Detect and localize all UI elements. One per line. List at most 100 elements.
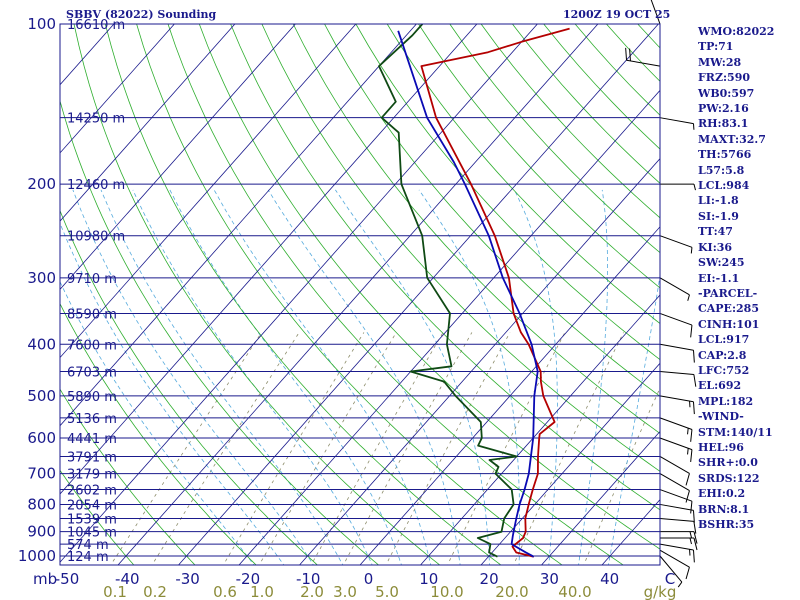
- index-row: SRDS:122: [698, 471, 760, 485]
- mixing-ratio-tick-label: 2.0: [300, 583, 324, 600]
- mixing-ratio-line: [513, 332, 624, 565]
- wind-barb-staff: [659, 371, 694, 375]
- wind-barb-staff: [659, 517, 694, 522]
- index-row: TT:47: [698, 225, 733, 239]
- dewpoint-trace: [378, 24, 518, 558]
- wind-barb-half-flag: [689, 531, 692, 538]
- wind-barb-flag: [690, 449, 693, 462]
- height-label: 3179 m: [67, 468, 117, 483]
- pressure-tick-label: 300: [27, 269, 56, 287]
- wind-barb-staff: [659, 549, 690, 568]
- temperature-tick-label: -30: [175, 570, 200, 588]
- wind-barb: [659, 312, 693, 338]
- moist-adiabat: [267, 189, 461, 565]
- wind-barb-flag: [685, 490, 690, 503]
- index-row: MPL:182: [698, 394, 754, 408]
- wind-barb: [659, 549, 690, 580]
- isotherm-line: [60, 24, 175, 154]
- temperature-tick-label: 40: [600, 570, 619, 588]
- height-label: 7600 m: [67, 338, 117, 353]
- mixing-ratio-tick-label: 5.0: [375, 583, 399, 600]
- wind-barb-staff: [659, 555, 683, 583]
- wind-barb: [659, 517, 697, 534]
- wind-barb-staff: [659, 437, 693, 451]
- moist-adiabat: [608, 273, 660, 565]
- temperature-tick-label: C: [665, 570, 675, 588]
- dry-adiabat: [60, 388, 196, 565]
- index-row: PW:2.16: [698, 102, 749, 116]
- wind-barb: [659, 456, 690, 486]
- moist-adiabats: [60, 189, 660, 565]
- index-row: -WIND-: [698, 410, 744, 424]
- isotherm-line: [60, 24, 538, 563]
- pressure-tick-label: 900: [27, 523, 56, 541]
- height-label: 10980 m: [67, 230, 125, 245]
- height-label: 574 m: [67, 538, 109, 553]
- mixing-ratio-line: [447, 332, 566, 565]
- wind-barb-flag: [692, 510, 695, 523]
- wind-barb: [659, 277, 690, 301]
- index-row: STM:140/11: [698, 425, 773, 439]
- mixing-ratio-tick-label: 1.0: [250, 583, 274, 600]
- mixing-ratio-line: [258, 332, 397, 565]
- wind-barb-flag: [685, 473, 690, 486]
- height-label: 5136 m: [67, 412, 117, 427]
- isotherm-line: [60, 24, 478, 495]
- moist-adiabat: [578, 189, 608, 565]
- wind-barb: [659, 437, 693, 462]
- index-row: RH:83.1: [698, 117, 749, 131]
- pressure-tick-label: 800: [27, 495, 56, 513]
- mixing-ratio-line: [110, 332, 263, 565]
- index-row: MW:28: [698, 55, 742, 69]
- isobars: [60, 24, 660, 557]
- mixing-ratio-line: [151, 332, 300, 565]
- wind-barb-half-flag: [677, 581, 683, 588]
- height-label: 1045 m: [67, 526, 117, 541]
- mixing-ratio-line: [310, 332, 444, 565]
- pressure-unit-label: mb: [33, 570, 57, 588]
- wind-barb-staff: [659, 312, 693, 326]
- index-row: L57:5.8: [698, 163, 745, 177]
- isotherm-line: [177, 24, 659, 565]
- mixing-ratio-line: [342, 332, 473, 565]
- wind-barb: [659, 555, 683, 588]
- pressure-tick-label: 600: [27, 429, 56, 447]
- wind-barb: [660, 531, 698, 544]
- mixing-ratio-line: [583, 387, 660, 565]
- wind-barb-staff: [659, 543, 694, 551]
- wind-barb-half-flag: [687, 448, 689, 455]
- pressure-tick-label: 400: [27, 335, 56, 353]
- isotherm-line: [60, 24, 417, 427]
- index-row: LFC:752: [698, 363, 750, 377]
- mixing-ratio-unit-label: g/kg: [644, 583, 677, 600]
- wind-barb-flag: [690, 325, 693, 338]
- wind-barb-staff: [659, 343, 694, 351]
- moist-adiabat: [514, 189, 558, 565]
- isotherm-line: [298, 157, 660, 565]
- wind-barb-flag: [690, 429, 693, 442]
- index-row: EHI:0.2: [698, 487, 746, 501]
- index-row: BSHR:35: [698, 518, 755, 531]
- wind-barb-staff: [659, 417, 693, 430]
- plot-frame: [59, 23, 661, 566]
- stability-indices-panel: WMO:82022 TP:71 MW:28 FRZ:590 WB0:597 PW:2.16…: [698, 24, 774, 532]
- wind-barb-half-flag: [687, 428, 689, 435]
- temperature-tick-label: 30: [540, 570, 559, 588]
- index-row: HEL:96: [698, 440, 744, 454]
- isotherm-line: [117, 24, 599, 565]
- index-row: FRZ:590: [698, 71, 751, 85]
- mixing-ratio-tick-label: 0.2: [143, 583, 167, 600]
- dry-adiabat: [60, 469, 135, 565]
- moist-adiabat: [418, 189, 520, 565]
- wind-barb: [660, 183, 696, 191]
- mixing-ratio-tick-label: 0.6: [213, 583, 237, 600]
- dry-adiabat: [136, 24, 563, 565]
- isotherm-line: [0, 0, 14, 567]
- wind-barb-flag: [625, 47, 628, 61]
- wind-barb-staff: [659, 503, 694, 511]
- height-label: 9710 m: [67, 272, 117, 287]
- mixing-ratio-lines: [110, 332, 660, 565]
- wind-barb: [659, 417, 693, 442]
- height-label: 124 m: [67, 550, 109, 565]
